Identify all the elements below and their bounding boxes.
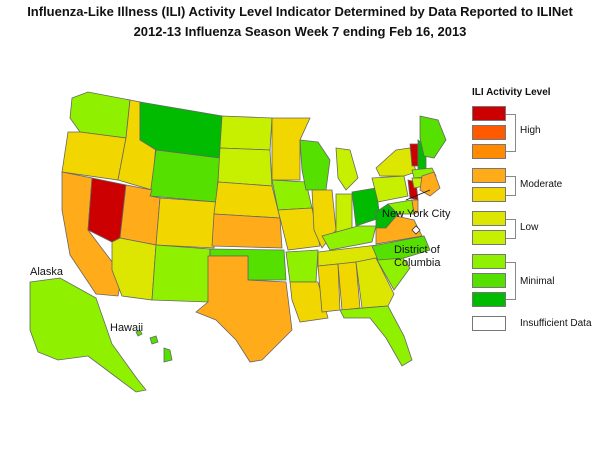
- state-minnesota: [271, 117, 311, 181]
- legend-group-minimal: Minimal: [520, 276, 555, 287]
- state-arkansas: [285, 249, 319, 283]
- legend-swatch-level-2: [472, 273, 506, 288]
- state-alaska: [29, 277, 147, 393]
- legend-brace-minimal: [506, 262, 516, 300]
- legend-brace-low: [506, 219, 516, 239]
- legend-swatch-level-4: [472, 230, 506, 245]
- state-north-carolina: [371, 235, 431, 261]
- legend-brace-moderate: [506, 176, 516, 196]
- state-new-mexico: [151, 244, 211, 303]
- state-texas: [195, 255, 293, 363]
- state-hawaii-2: [149, 335, 159, 345]
- legend-swatch-level-5: [472, 211, 506, 226]
- legend-group-low: Low: [520, 222, 539, 233]
- legend-swatch-level-0: [472, 316, 506, 331]
- state-maine: [419, 115, 447, 159]
- legend-swatch-level-10: [472, 106, 506, 121]
- nyc-box: [419, 171, 441, 197]
- label-nyc: New York City: [382, 208, 451, 220]
- state-georgia: [355, 257, 395, 309]
- label-dc-line1: District of: [394, 244, 440, 256]
- legend-swatch-level-6: [472, 187, 506, 202]
- state-hawaii-3: [163, 347, 173, 363]
- map-subtitle: 2012-13 Influenza Season Week 7 ending F…: [133, 24, 467, 39]
- legend-swatch-level-1: [472, 292, 506, 307]
- state-pennsylvania: [371, 175, 409, 203]
- state-oregon: [61, 131, 127, 181]
- legend-swatch-level-8: [472, 144, 506, 159]
- state-hawaii: [135, 329, 143, 337]
- state-florida: [339, 305, 413, 367]
- state-michigan: [335, 147, 359, 191]
- state-colorado: [155, 197, 217, 249]
- state-north-dakota: [219, 115, 273, 151]
- label-dc-line2: Columbia: [394, 257, 441, 269]
- state-indiana: [335, 193, 353, 233]
- legend-group-high: High: [520, 125, 541, 136]
- legend-group-moderate: Moderate: [520, 179, 563, 190]
- state-kentucky: [321, 225, 377, 251]
- map-title: Influenza-Like Illness (ILI) Activity Le…: [27, 4, 573, 19]
- label-alaska: Alaska: [30, 266, 64, 278]
- nyc-pointer: [405, 189, 431, 201]
- state-wyoming: [149, 149, 221, 203]
- state-kansas: [211, 213, 283, 249]
- dc-marker: [411, 225, 421, 235]
- state-missouri: [277, 207, 321, 251]
- legend-brace-high: [506, 114, 516, 152]
- state-new-york: [375, 147, 417, 177]
- state-wisconsin: [299, 139, 331, 191]
- legend-swatch-level-9: [472, 125, 506, 140]
- legend-swatch-level-3: [472, 254, 506, 269]
- state-louisiana: [289, 281, 329, 323]
- state-west-virginia: [375, 203, 399, 229]
- state-nebraska: [213, 181, 281, 219]
- state-washington: [69, 91, 131, 139]
- legend-title: ILI Activity Level: [472, 87, 551, 98]
- state-mississippi: [317, 263, 341, 313]
- state-delaware: [411, 199, 419, 215]
- legend-swatch-level-7: [472, 168, 506, 183]
- label-hawaii: Hawaii: [110, 322, 144, 334]
- state-south-dakota: [217, 147, 273, 187]
- legend-group-insufficient: Insufficient Data: [520, 318, 592, 329]
